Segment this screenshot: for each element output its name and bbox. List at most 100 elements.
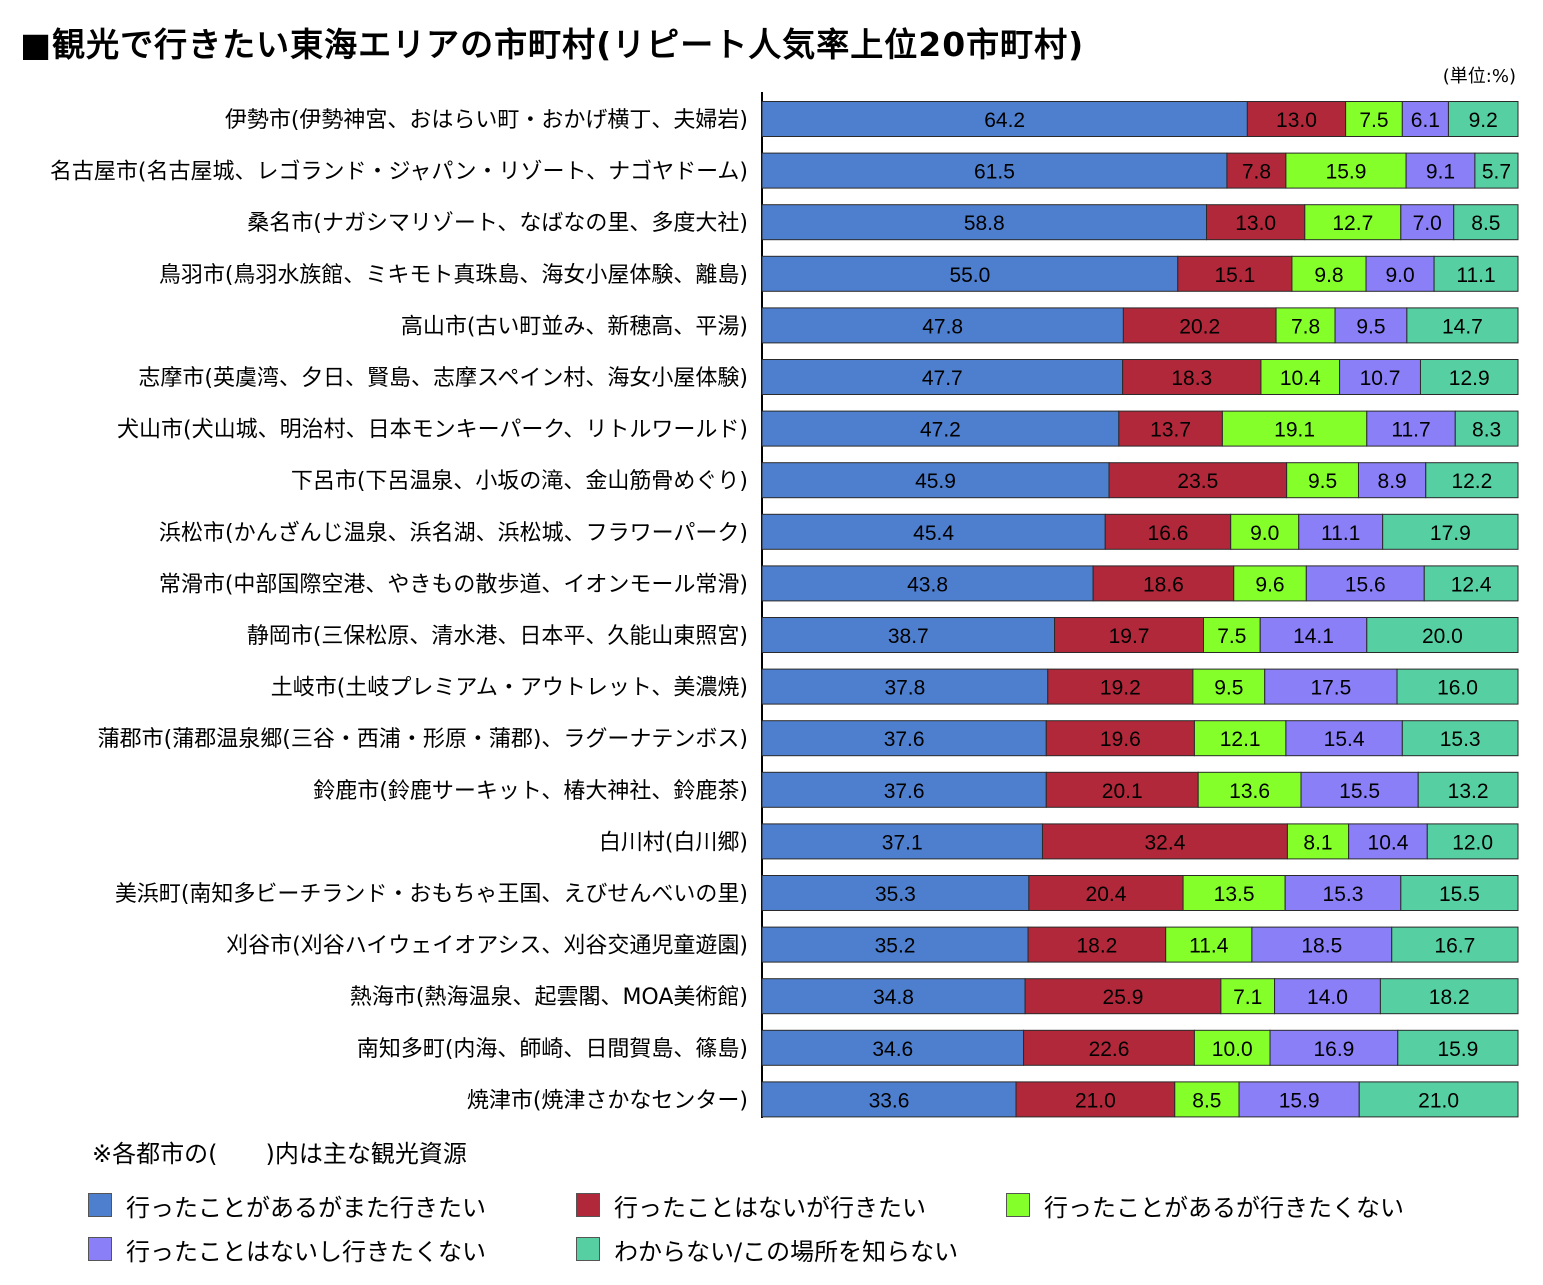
bar-segment bbox=[1122, 307, 1277, 344]
bar-segment bbox=[1027, 926, 1167, 963]
category-label: 美浜町(南知多ビーチランド・おもちゃ王国、えびせんべいの里) bbox=[115, 882, 748, 907]
bar-segment bbox=[1401, 101, 1449, 137]
bar-segment bbox=[761, 255, 1179, 292]
legend-item: 行ったことがあるが行きたくない bbox=[1006, 1190, 1404, 1222]
data-label: 12.2 bbox=[1451, 470, 1492, 493]
data-label: 35.2 bbox=[875, 935, 916, 958]
data-label: 23.5 bbox=[1177, 470, 1218, 493]
data-label: 47.8 bbox=[922, 315, 963, 338]
bar-segment bbox=[1284, 875, 1402, 911]
data-label: 7.0 bbox=[1413, 212, 1442, 235]
data-label: 61.5 bbox=[974, 161, 1015, 184]
bar-segment bbox=[761, 307, 1124, 344]
data-label: 14.0 bbox=[1307, 986, 1348, 1009]
legend-swatch bbox=[576, 1237, 600, 1261]
bar-segment bbox=[1206, 204, 1306, 241]
legend-item: 行ったことがあるがまた行きたい bbox=[88, 1190, 486, 1222]
data-label: 7.8 bbox=[1291, 315, 1320, 338]
bar-segment bbox=[1423, 565, 1519, 602]
legend-swatch bbox=[88, 1237, 112, 1261]
data-label: 12.4 bbox=[1451, 573, 1492, 596]
category-label: 刈谷市(刈谷ハイウェイオアシス、刈谷交通児童遊園) bbox=[226, 934, 748, 959]
data-label: 22.6 bbox=[1089, 1038, 1130, 1061]
data-label: 18.2 bbox=[1076, 935, 1117, 958]
data-label: 9.5 bbox=[1356, 315, 1385, 338]
bar-segment bbox=[1305, 565, 1425, 602]
category-label: 鈴鹿市(鈴鹿サーキット、椿大神社、鈴鹿茶) bbox=[313, 779, 748, 804]
data-label: 10.0 bbox=[1212, 1038, 1253, 1061]
data-label: 45.4 bbox=[913, 522, 954, 545]
data-label: 10.4 bbox=[1368, 831, 1409, 854]
stacked-bar-chart: 伊勢市(伊勢神宮、おはらい町・おかげ横丁、夫婦岩) 64.2 13.0 7.5 6.1 9… bbox=[50, 92, 1519, 1118]
data-label: 55.0 bbox=[949, 264, 990, 287]
chart-title: ■観光で行きたい東海エリアの市町村(リピート人気率上位20市町村) bbox=[20, 25, 1085, 64]
bar-segment bbox=[1426, 823, 1519, 860]
category-label: 高山市(古い町並み、新穂高、平湯) bbox=[401, 314, 748, 339]
data-label: 21.0 bbox=[1418, 1089, 1459, 1112]
data-label: 12.1 bbox=[1220, 728, 1261, 751]
bar-segment bbox=[1203, 617, 1261, 653]
bar-segment bbox=[1400, 875, 1519, 911]
bar-segment bbox=[1251, 926, 1393, 963]
data-label: 15.6 bbox=[1345, 573, 1386, 596]
data-label: 8.1 bbox=[1303, 831, 1332, 854]
bar-segment bbox=[1264, 668, 1398, 705]
data-label: 8.9 bbox=[1378, 470, 1407, 493]
bar-segment bbox=[1365, 255, 1435, 292]
data-label: 58.8 bbox=[964, 212, 1005, 235]
data-label: 15.5 bbox=[1439, 883, 1480, 906]
bar-segment bbox=[761, 1081, 1017, 1118]
bar-segment bbox=[1193, 1029, 1271, 1066]
data-label: 32.4 bbox=[1145, 831, 1186, 854]
bar-segment bbox=[1054, 617, 1205, 653]
bar-segment bbox=[1358, 1081, 1519, 1118]
data-label: 20.4 bbox=[1086, 883, 1127, 906]
data-label: 20.0 bbox=[1422, 625, 1463, 648]
bar-segment bbox=[1433, 255, 1519, 292]
bar-segment bbox=[1274, 978, 1381, 1015]
bar-segment bbox=[1047, 668, 1194, 705]
data-label: 11.1 bbox=[1321, 522, 1360, 545]
bar-segment bbox=[1045, 771, 1199, 808]
data-label: 15.4 bbox=[1324, 728, 1365, 751]
data-label: 20.2 bbox=[1179, 315, 1220, 338]
bar-segment bbox=[761, 152, 1228, 189]
data-label: 45.9 bbox=[915, 470, 956, 493]
data-label: 12.7 bbox=[1332, 212, 1373, 235]
bar-segment bbox=[761, 720, 1047, 757]
data-label: 8.5 bbox=[1471, 212, 1500, 235]
data-label: 16.7 bbox=[1434, 935, 1475, 958]
data-label: 37.1 bbox=[882, 831, 923, 854]
data-label: 11.7 bbox=[1391, 419, 1430, 442]
legend-label: 行ったことがあるがまた行きたい bbox=[126, 1193, 486, 1222]
data-label: 37.6 bbox=[884, 780, 925, 803]
bar-segment bbox=[761, 513, 1106, 550]
data-label: 13.5 bbox=[1214, 883, 1255, 906]
bar-segment bbox=[1165, 926, 1253, 963]
data-label: 12.0 bbox=[1452, 831, 1493, 854]
data-label: 15.1 bbox=[1214, 264, 1255, 287]
data-label: 13.7 bbox=[1150, 419, 1191, 442]
category-label: 常滑市(中部国際空港、やきもの散歩道、イオンモール常滑) bbox=[159, 572, 748, 597]
category-label: 蒲郡市(蒲郡温泉郷(三谷・西浦・形原・蒲郡)、ラグーナテンボス) bbox=[98, 727, 748, 752]
data-label: 37.6 bbox=[884, 728, 925, 751]
data-label: 17.9 bbox=[1430, 522, 1471, 545]
bar-segment bbox=[761, 926, 1029, 963]
category-label: 志摩市(英虞湾、夕日、賢島、志摩スペイン村、海女小屋体験) bbox=[138, 366, 748, 391]
bar-segment bbox=[761, 462, 1110, 499]
bar-segment bbox=[1474, 152, 1519, 189]
bar-segment bbox=[1193, 720, 1287, 757]
data-label: 16.0 bbox=[1437, 677, 1478, 700]
category-label: 南知多町(内海、師崎、日間賀島、篠島) bbox=[357, 1037, 748, 1062]
bar-segment bbox=[1291, 255, 1367, 292]
bar-segment bbox=[1406, 307, 1519, 344]
data-label: 9.8 bbox=[1314, 264, 1343, 287]
data-label: 9.5 bbox=[1308, 470, 1337, 493]
bar-segment bbox=[1400, 204, 1455, 241]
bar-segment bbox=[1401, 720, 1519, 757]
bar-segment bbox=[1391, 926, 1519, 963]
bar-segment bbox=[1417, 771, 1519, 808]
bar-segment bbox=[1425, 462, 1519, 499]
data-label: 18.5 bbox=[1301, 935, 1342, 958]
legend-swatch bbox=[576, 1193, 600, 1217]
